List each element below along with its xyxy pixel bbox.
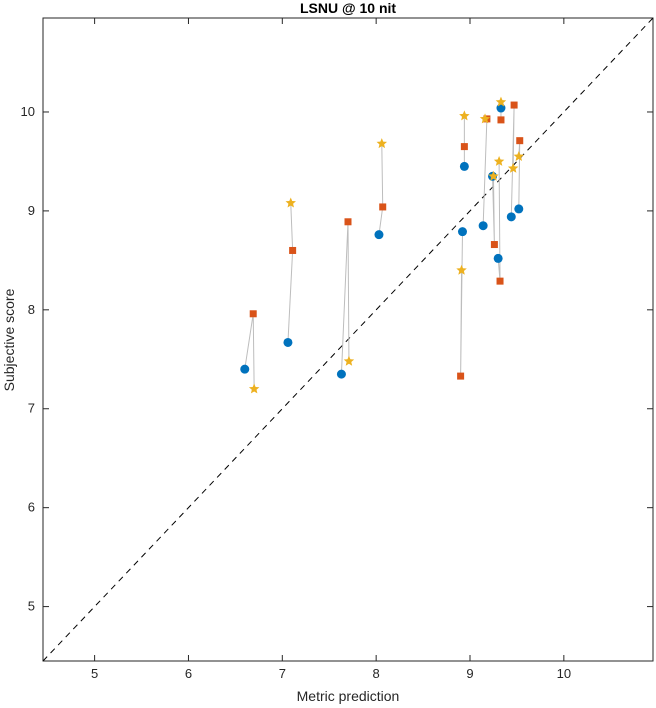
reference-line-layer (42, 17, 654, 662)
star-point (495, 96, 507, 107)
square-point (379, 203, 387, 211)
star-point (513, 150, 525, 161)
square-point (289, 246, 297, 254)
circle-point (496, 103, 506, 113)
marker-layer (240, 96, 525, 394)
y-tick-label: 7 (28, 401, 35, 416)
tick-layer: 5 6 7 8 9 10 5 6 7 8 9 10 (21, 18, 653, 681)
star-point (376, 138, 388, 149)
x-tick-label: 8 (373, 666, 380, 681)
circle-point (283, 337, 293, 347)
y-tick-label: 5 (28, 599, 35, 614)
x-tick-label: 7 (279, 666, 286, 681)
star-point (456, 264, 467, 275)
circle-point (457, 227, 467, 237)
chart-title: LSNU @ 10 nit (300, 0, 396, 16)
circle-point (493, 253, 503, 263)
square-point (344, 218, 352, 226)
circle-point (240, 364, 250, 374)
x-tick-label: 10 (557, 666, 571, 681)
square-point (249, 310, 257, 318)
circle-point (459, 161, 469, 171)
square-point (490, 241, 498, 249)
star-point (248, 383, 260, 394)
square-point (510, 101, 518, 109)
star-point (459, 110, 470, 121)
y-axis-label: Subjective score (1, 288, 17, 391)
square-point (460, 143, 468, 151)
circle-point (336, 369, 346, 379)
x-tick-label: 9 (466, 666, 473, 681)
y-tick-label: 8 (28, 302, 35, 317)
square-point (496, 277, 504, 285)
x-axis-label: Metric prediction (297, 688, 400, 704)
y-tick-label: 10 (21, 104, 35, 119)
circle-point (514, 204, 524, 214)
square-point (457, 372, 465, 380)
reference-line (42, 17, 654, 662)
star-point (493, 155, 505, 166)
square-point (516, 137, 524, 145)
x-tick-label: 5 (91, 666, 98, 681)
star-point (285, 197, 296, 208)
square-point (497, 116, 505, 124)
star-point (507, 162, 519, 173)
star-point (479, 113, 491, 124)
circle-point (506, 212, 516, 222)
x-tick-label: 6 (185, 666, 192, 681)
circle-point (374, 230, 384, 240)
circle-point (478, 221, 488, 231)
y-tick-label: 6 (28, 500, 35, 515)
star-point (488, 170, 499, 181)
y-tick-label: 9 (28, 203, 35, 218)
star-point (343, 355, 355, 366)
